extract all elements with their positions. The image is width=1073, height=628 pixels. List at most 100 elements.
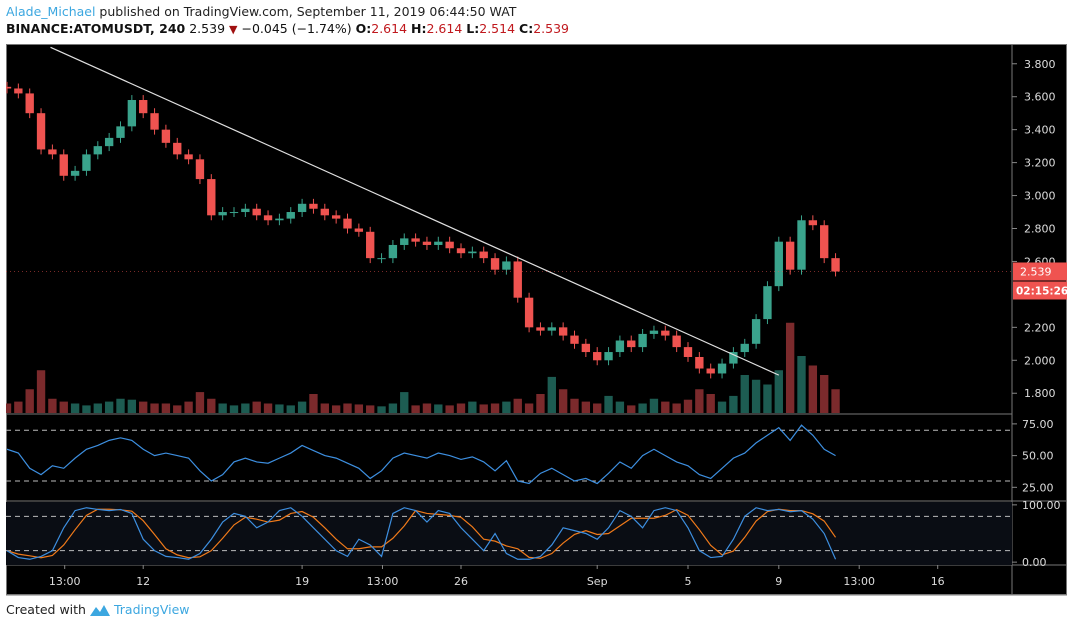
candle-body — [70, 170, 80, 176]
candle-body — [25, 93, 34, 114]
candle-body — [445, 241, 454, 249]
volume-bar — [286, 405, 295, 413]
candle-body — [434, 241, 443, 245]
volume-bar — [59, 401, 68, 413]
chart-border — [6, 44, 1067, 595]
time-tick-label: 19 — [295, 575, 309, 588]
time-tick-label: 13:00 — [843, 575, 875, 588]
low-value: 2.514 — [479, 21, 516, 36]
time-tick-label: Sep — [587, 575, 608, 588]
volume-bar — [649, 398, 659, 413]
candle-body — [48, 149, 57, 155]
volume-bar — [116, 398, 125, 413]
volume-bar — [139, 401, 148, 413]
candle-body — [173, 142, 182, 155]
candle-body — [706, 368, 715, 374]
volume-bar — [683, 399, 693, 413]
volume-bar — [570, 398, 579, 413]
volume-bar — [309, 394, 318, 413]
candle-body — [593, 352, 602, 361]
tradingview-link[interactable]: TradingView — [113, 602, 190, 617]
candle-body — [513, 261, 522, 298]
close-label: C: — [519, 21, 534, 36]
volume-bar — [615, 401, 625, 413]
last-price-label-bg — [1013, 262, 1067, 281]
volume-bar — [581, 401, 591, 413]
footer: Created with TradingView — [6, 602, 190, 617]
candle-body — [468, 251, 477, 254]
candle-body — [229, 212, 239, 214]
volume-bar — [331, 405, 341, 413]
candle-body — [683, 347, 693, 357]
candle-body — [785, 241, 795, 270]
volume-bar — [502, 401, 511, 413]
price-tick-label: 3.800 — [1024, 58, 1056, 71]
candle-body — [93, 146, 102, 155]
candle-body — [354, 228, 364, 232]
volume-bar — [184, 401, 193, 413]
price-tick-label: 3.000 — [1024, 190, 1056, 203]
tradingview-logo-icon — [89, 604, 110, 616]
candle-body — [139, 100, 148, 114]
volume-bar — [93, 403, 102, 413]
trendline — [50, 46, 780, 376]
volume-bar — [820, 375, 829, 413]
stoch-tick-label: 0.00 — [1022, 556, 1047, 569]
candle-body — [490, 258, 500, 270]
time-tick-label: 13:00 — [49, 575, 81, 588]
candle-body — [36, 113, 46, 150]
candle-body — [729, 352, 738, 364]
volume-bar — [604, 395, 613, 413]
volume-bar — [434, 404, 443, 413]
chart-canvas[interactable]: 3.8003.6003.4003.2003.0002.8002.6002.200… — [6, 44, 1067, 596]
candle-body — [127, 100, 137, 127]
symbol-info: BINANCE:ATOMUSDT, 240 2.539 ▼ −0.045 (−1… — [6, 21, 569, 36]
candle-body — [207, 179, 216, 216]
candle-body — [377, 258, 386, 260]
volume-bar — [774, 370, 783, 413]
candle-body — [6, 86, 12, 89]
time-tick-label: 12 — [136, 575, 150, 588]
open-value: 2.614 — [371, 21, 408, 36]
candle-body — [331, 215, 341, 219]
candle-body — [161, 129, 171, 143]
volume-bar — [558, 389, 568, 413]
candle-body — [695, 356, 704, 369]
price-tick-label: 3.400 — [1024, 124, 1056, 137]
candle-body — [661, 330, 670, 336]
candle-body — [218, 212, 227, 216]
volume-bar — [25, 389, 34, 413]
candle-body — [479, 251, 488, 259]
candle-body — [59, 154, 68, 176]
candle-body — [241, 208, 250, 213]
candle-body — [558, 327, 568, 336]
time-tick-label: 26 — [454, 575, 468, 588]
price-axis-background — [1012, 44, 1067, 595]
candle-body — [502, 261, 511, 270]
volume-bar — [173, 405, 182, 413]
candle-body — [252, 208, 261, 216]
volume-bar — [377, 406, 386, 413]
volume-bar — [241, 403, 250, 413]
time-tick-label: 16 — [931, 575, 945, 588]
candle-body — [388, 244, 398, 259]
volume-bar — [218, 403, 227, 413]
candle-body — [400, 238, 409, 245]
rsi-tick-label: 50.00 — [1022, 450, 1054, 463]
volume-bar — [354, 404, 364, 413]
stoch-tick-label: 100.00 — [1022, 499, 1061, 512]
volume-bar — [695, 389, 704, 413]
candle-body — [604, 352, 613, 361]
volume-bar — [661, 401, 670, 413]
volume-bar — [127, 399, 137, 413]
low-label: L: — [466, 21, 480, 36]
volume-bar — [70, 403, 80, 413]
volume-bar — [547, 376, 556, 413]
author-link[interactable]: Alade_Michael — [6, 4, 96, 19]
price-tick-label: 2.000 — [1024, 354, 1056, 367]
volume-bar — [400, 392, 409, 413]
close-value: 2.539 — [533, 21, 570, 36]
volume-bar — [740, 375, 749, 413]
rsi-line — [6, 424, 836, 485]
stoch-k-line — [6, 507, 837, 560]
